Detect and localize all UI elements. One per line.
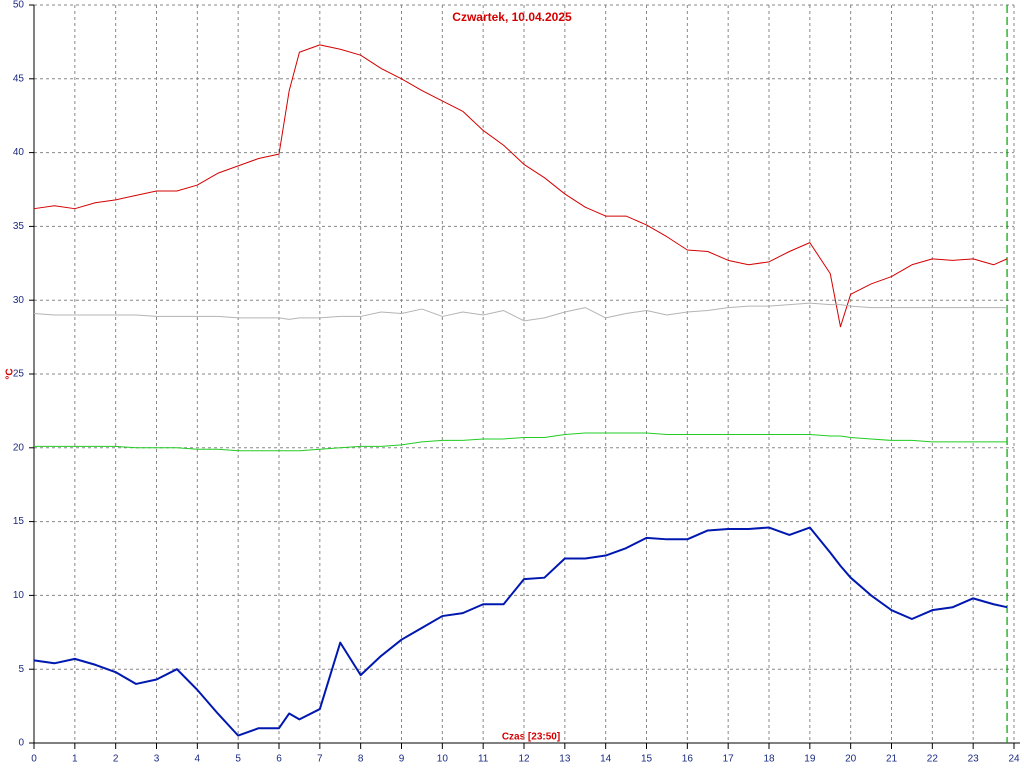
x-tick-label: 13 [559, 754, 571, 765]
x-tick-label: 5 [235, 754, 241, 765]
x-tick-label: 8 [358, 754, 364, 765]
x-tick-label: 12 [518, 754, 530, 765]
series-line [33, 526, 1008, 737]
x-tick-label: 4 [195, 754, 201, 765]
y-tick-label: 15 [13, 516, 25, 527]
chart-title: Czwartek, 10.04.2025 [452, 10, 572, 24]
x-tick-label: 22 [927, 754, 939, 765]
y-tick-label: 0 [18, 738, 24, 749]
y-tick-label: 50 [13, 0, 25, 11]
x-tick-label: 21 [886, 754, 898, 765]
x-tick-label: 3 [154, 754, 160, 765]
y-tick-label: 10 [13, 590, 25, 601]
x-tick-label: 23 [968, 754, 980, 765]
y-tick-label: 45 [13, 73, 25, 84]
x-tick-label: 2 [113, 754, 119, 765]
x-axis-label: Czas [23:50] [502, 732, 560, 743]
x-tick-label: 16 [682, 754, 694, 765]
x-tick-label: 10 [437, 754, 449, 765]
y-tick-label: 20 [13, 442, 25, 453]
x-tick-label: 15 [641, 754, 653, 765]
x-tick-label: 0 [31, 754, 37, 765]
y-tick-label: 25 [13, 369, 25, 380]
x-tick-label: 20 [845, 754, 857, 765]
y-axis-label: °C [5, 368, 16, 379]
x-tick-label: 24 [1008, 754, 1020, 765]
y-tick-label: 30 [13, 295, 25, 306]
series-line [34, 432, 1008, 452]
x-tick-label: 1 [72, 754, 78, 765]
y-tick-label: 5 [18, 664, 24, 675]
x-tick-label: 17 [723, 754, 735, 765]
y-tick-label: 35 [13, 221, 25, 232]
x-tick-label: 6 [276, 754, 282, 765]
y-tick-label: 40 [13, 147, 25, 158]
x-tick-label: 11 [478, 754, 489, 765]
x-tick-label: 19 [804, 754, 816, 765]
series-line [33, 302, 1008, 322]
x-tick-label: 7 [317, 754, 323, 765]
x-tick-label: 14 [600, 754, 612, 765]
x-tick-label: 9 [399, 754, 405, 765]
x-tick-label: 18 [763, 754, 775, 765]
